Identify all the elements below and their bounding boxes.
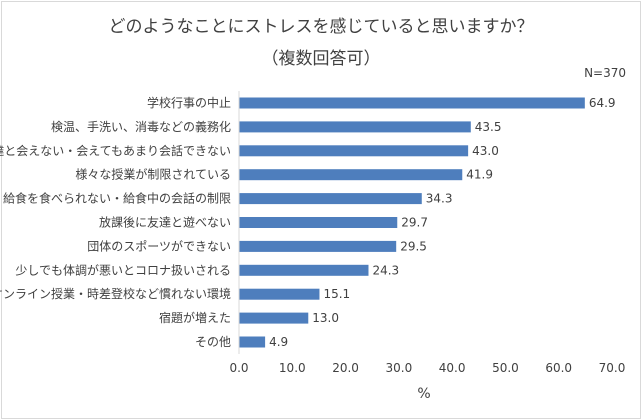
sample-size-label: N=370 [584,66,626,80]
data-label: 15.1 [323,287,350,301]
category-label: オンライン授業・時差登校など慣れない環境 [0,286,231,301]
bar [239,312,309,324]
data-label: 24.3 [372,263,399,277]
bar [239,240,397,252]
x-tick-label: 30.0 [385,361,412,375]
data-label: 43.5 [475,120,502,134]
category-label: 宿題が増えた [159,310,231,325]
x-tick-label: 50.0 [492,361,519,375]
bar [239,336,266,348]
x-tick-label: 20.0 [332,361,359,375]
category-label: 団体のスポーツができない [87,238,231,253]
bar [239,264,369,276]
category-label: 友達と会えない・会えてもあまり会話できない [0,143,231,158]
data-label: 13.0 [312,311,339,325]
bar [239,145,469,157]
x-tick-label: 60.0 [545,361,572,375]
data-label: 43.0 [472,144,499,158]
chart-title: どのようなことにストレスを感じていると思いますか？ [108,17,534,37]
category-label: 給食を食べられない・給食中の会話の制限 [3,191,231,206]
x-tick-label: 70.0 [599,361,626,375]
category-label: 様々な授業が制限されている [75,167,231,182]
bar [239,97,585,109]
data-label: 41.9 [466,168,493,182]
bar [239,217,398,228]
data-label: 29.7 [401,216,428,230]
x-tick-label: 40.0 [439,361,466,375]
category-label: 放課後に友達と遊べない [99,215,231,230]
data-label: 64.9 [589,96,616,110]
bar [239,193,422,205]
chart-subtitle: （複数回答可） [261,49,381,69]
data-label: 29.5 [400,239,427,253]
data-label: 34.3 [426,192,453,206]
bar [239,121,471,133]
bar [239,288,320,300]
x-tick-label: 0.0 [229,361,248,375]
category-label: 学校行事の中止 [147,95,231,110]
bar [239,169,463,181]
x-axis-label: % [417,386,430,402]
category-label: 少しでも体調が悪いとコロナ扱いされる [15,262,231,277]
x-tick-label: 10.0 [279,361,306,375]
data-label: 4.9 [269,335,288,349]
category-label: 検温、手洗い、消毒などの義務化 [51,119,231,134]
category-label: その他 [195,335,231,349]
